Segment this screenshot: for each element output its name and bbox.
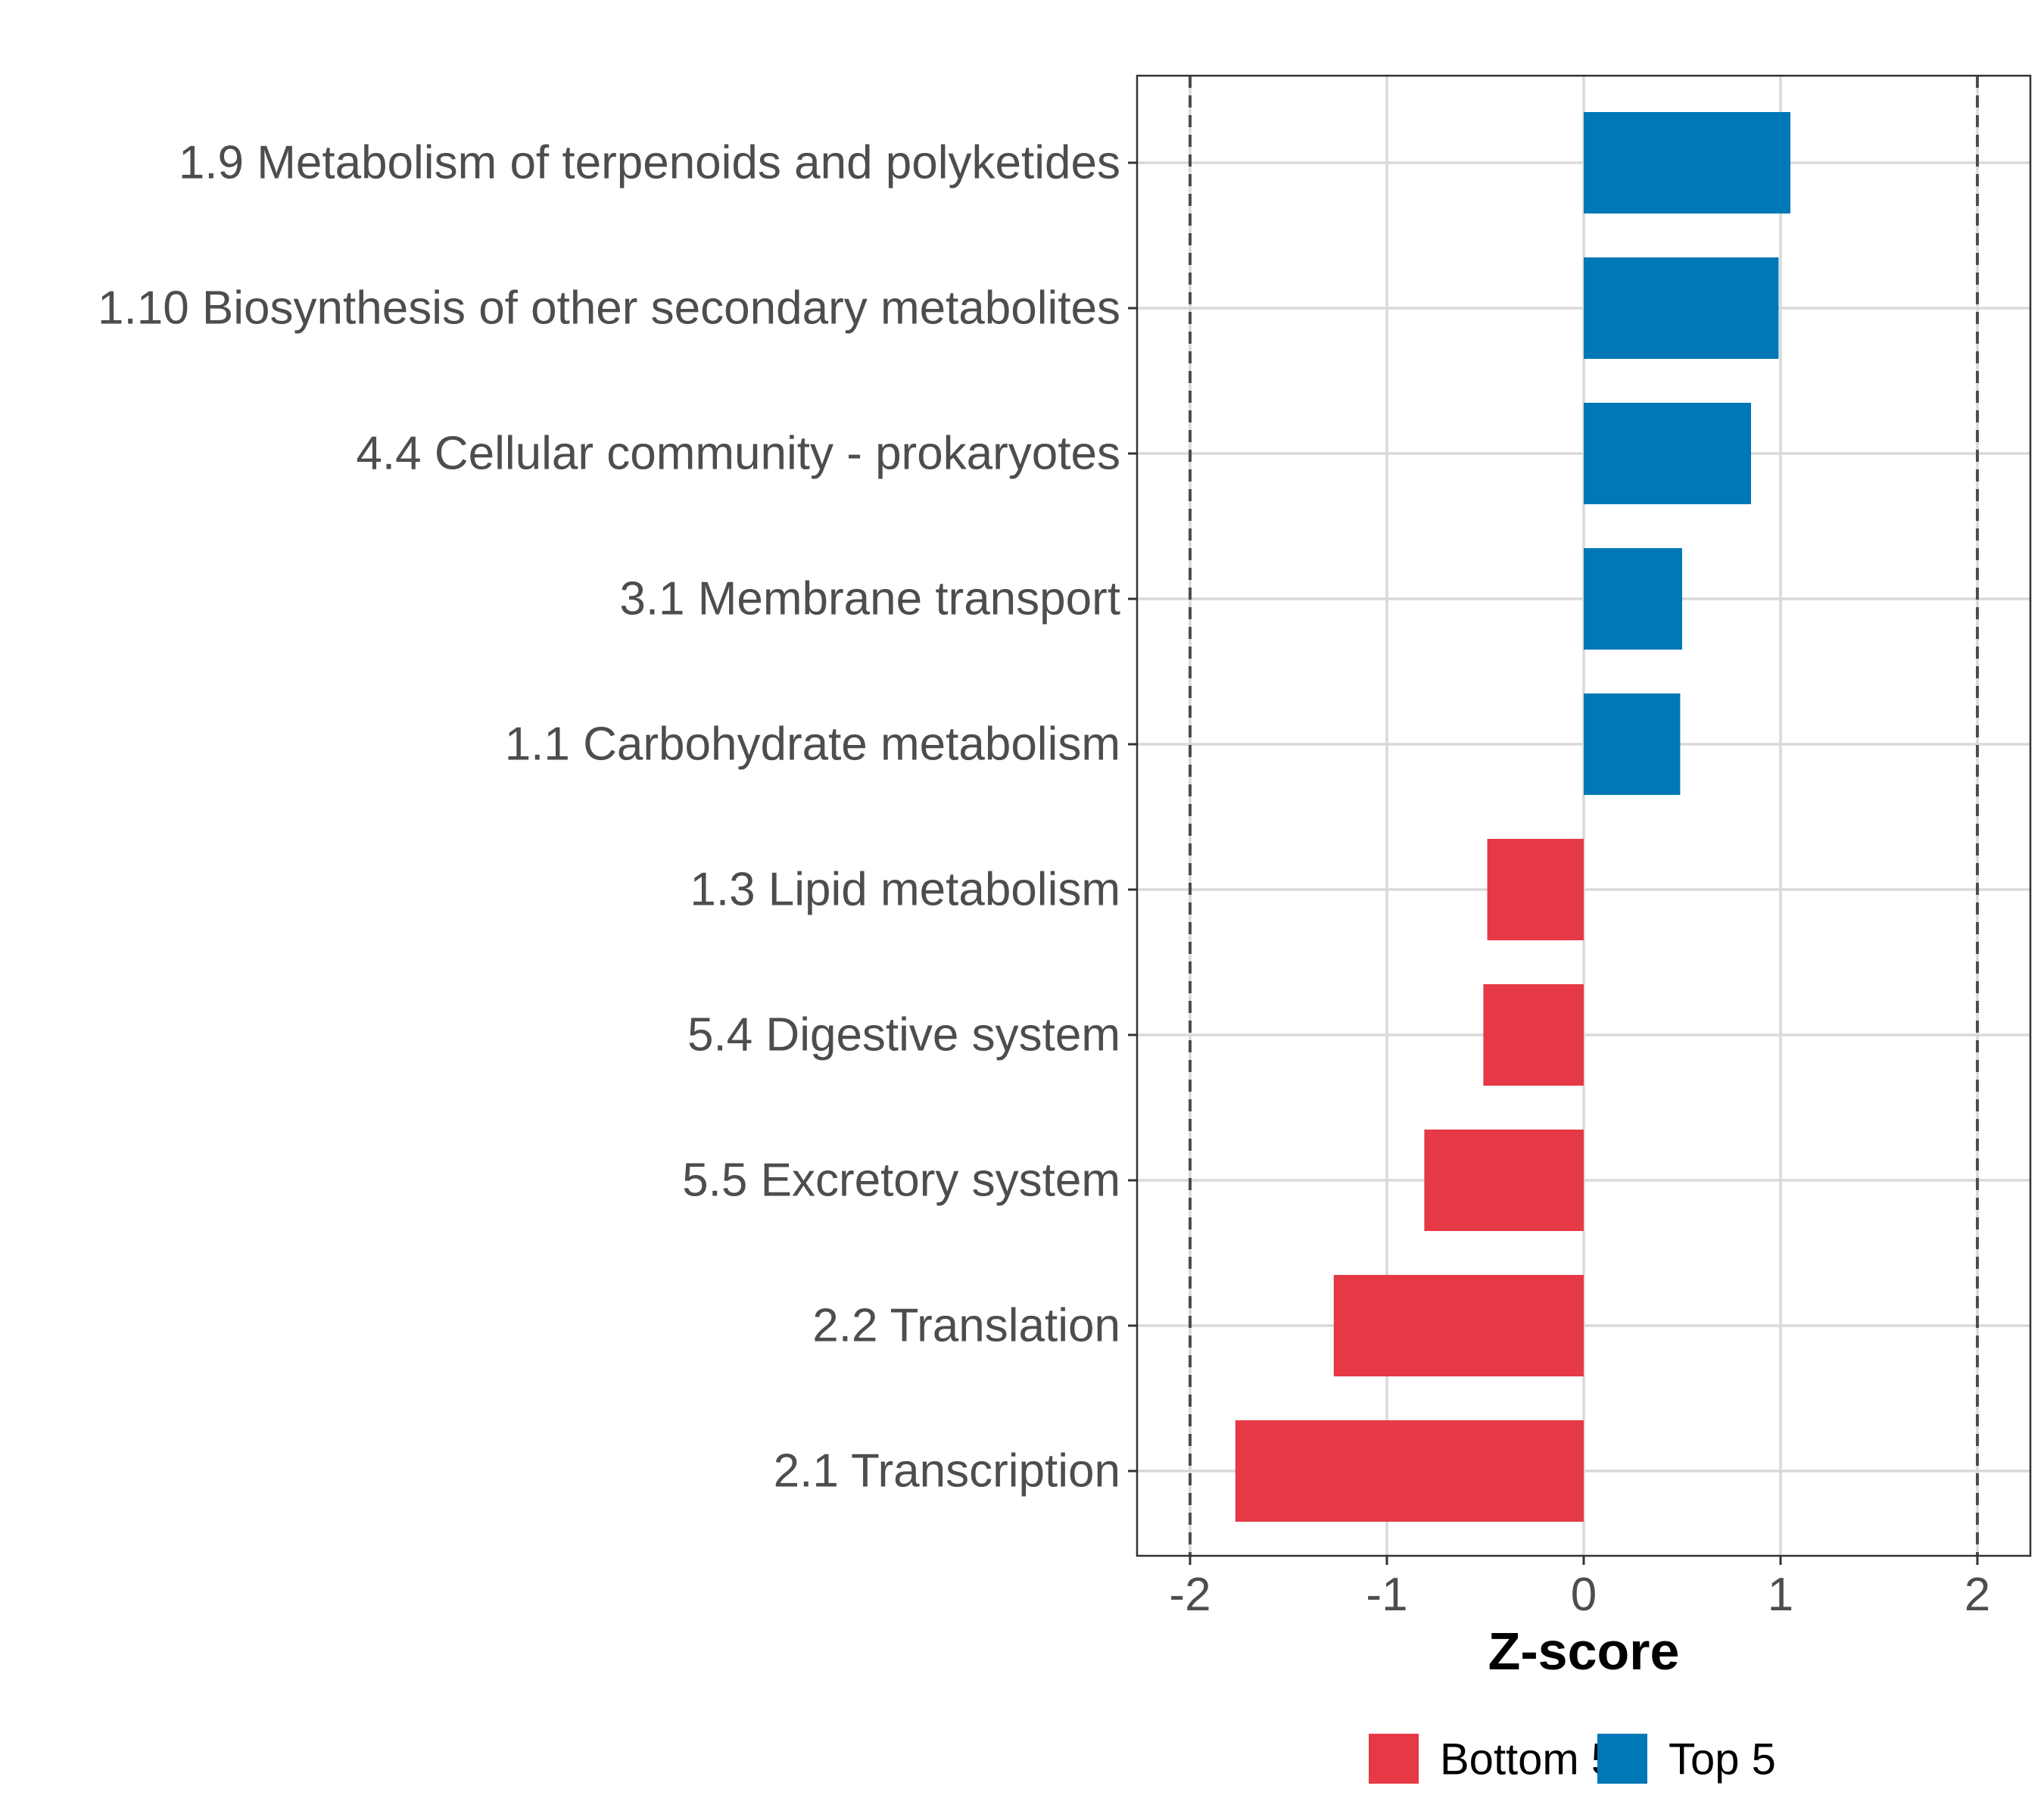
bar-layer bbox=[1235, 112, 1790, 1522]
y-tick-label: 1.1 Carbohydrate metabolism bbox=[505, 718, 1120, 771]
bar-6 bbox=[1487, 839, 1584, 940]
bar-9 bbox=[1333, 1275, 1584, 1376]
x-tick-label: -1 bbox=[1366, 1569, 1407, 1621]
y-tick-label: 5.5 Excretory system bbox=[682, 1155, 1120, 1207]
y-tick-label: 1.3 Lipid metabolism bbox=[690, 864, 1120, 916]
x-axis-title: Z-score bbox=[1488, 1622, 1680, 1681]
x-axis: -2 -1 0 1 2 bbox=[1169, 1556, 1990, 1621]
legend: Bottom 5 Top 5 bbox=[1369, 1734, 1776, 1784]
y-tick-label: 4.4 Cellular community - prokaryotes bbox=[356, 428, 1120, 480]
y-tick-label: 2.1 Transcription bbox=[774, 1445, 1120, 1498]
y-tick-label: 3.1 Membrane transport bbox=[619, 573, 1120, 625]
x-tick-label: 0 bbox=[1571, 1569, 1597, 1621]
bar-2 bbox=[1584, 257, 1779, 359]
x-tick-label: 2 bbox=[1965, 1569, 1990, 1621]
bar-5 bbox=[1584, 693, 1681, 795]
legend-label: Top 5 bbox=[1669, 1735, 1776, 1784]
y-tick-label: 1.9 Metabolism of terpenoids and polyket… bbox=[179, 137, 1120, 189]
bar-8 bbox=[1424, 1130, 1584, 1231]
legend-swatch-top-5 bbox=[1597, 1734, 1647, 1784]
legend-label: Bottom 5 bbox=[1440, 1735, 1616, 1784]
y-tick-label: 1.10 Biosynthesis of other secondary met… bbox=[98, 282, 1120, 335]
reference-line-layer bbox=[1189, 76, 1979, 1556]
y-axis: 1.9 Metabolism of terpenoids and polyket… bbox=[98, 137, 1137, 1498]
bar-1 bbox=[1584, 112, 1790, 213]
bar-3 bbox=[1584, 403, 1751, 504]
x-tick-label: -2 bbox=[1169, 1569, 1211, 1621]
bar-10 bbox=[1235, 1420, 1584, 1522]
bar-4 bbox=[1584, 548, 1682, 650]
y-tick-label: 5.4 Digestive system bbox=[687, 1009, 1120, 1061]
x-tick-label: 1 bbox=[1768, 1569, 1793, 1621]
legend-swatch-bottom-5 bbox=[1369, 1734, 1419, 1784]
y-tick-label: 2.2 Translation bbox=[812, 1300, 1120, 1352]
bar-7 bbox=[1483, 984, 1584, 1086]
